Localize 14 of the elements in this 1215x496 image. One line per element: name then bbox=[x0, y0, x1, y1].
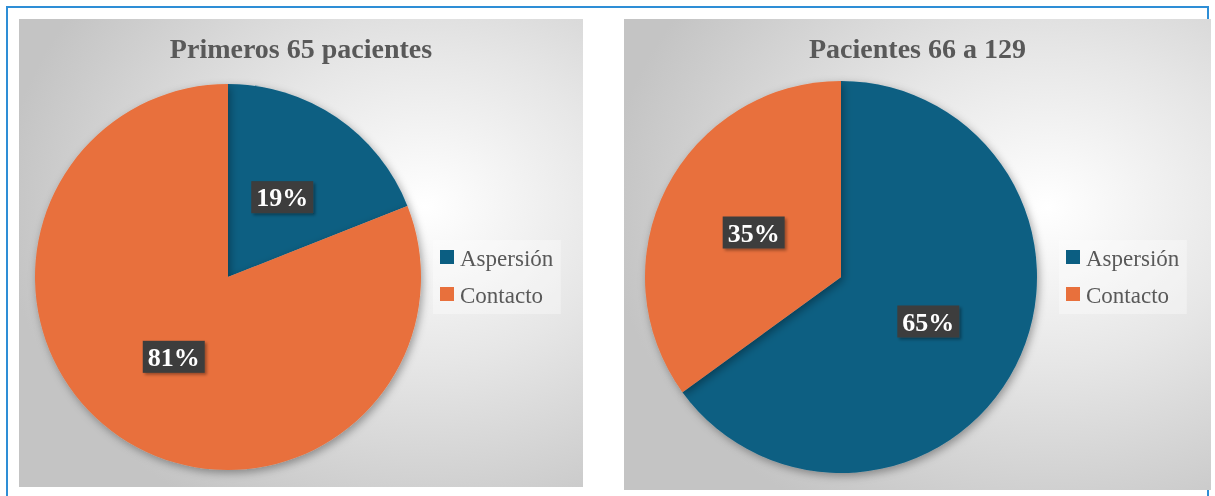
chart-title: Primeros 65 pacientes bbox=[169, 33, 433, 64]
data-label: 65% bbox=[902, 307, 955, 337]
pie-slice bbox=[682, 81, 1037, 473]
legend-label: Aspersión bbox=[1086, 246, 1180, 272]
pie-slice bbox=[645, 81, 841, 393]
legend-label: Contacto bbox=[460, 283, 544, 309]
data-label: 35% bbox=[727, 218, 780, 248]
data-label: 81% bbox=[147, 342, 200, 372]
pie-slice bbox=[35, 84, 421, 470]
data-label: 19% bbox=[256, 183, 309, 213]
legend-label: Contacto bbox=[1086, 283, 1170, 309]
chart-title: Pacientes 66 a 129 bbox=[809, 33, 1026, 64]
pie-slice bbox=[228, 84, 408, 277]
legend-label: Aspersión bbox=[460, 246, 554, 272]
